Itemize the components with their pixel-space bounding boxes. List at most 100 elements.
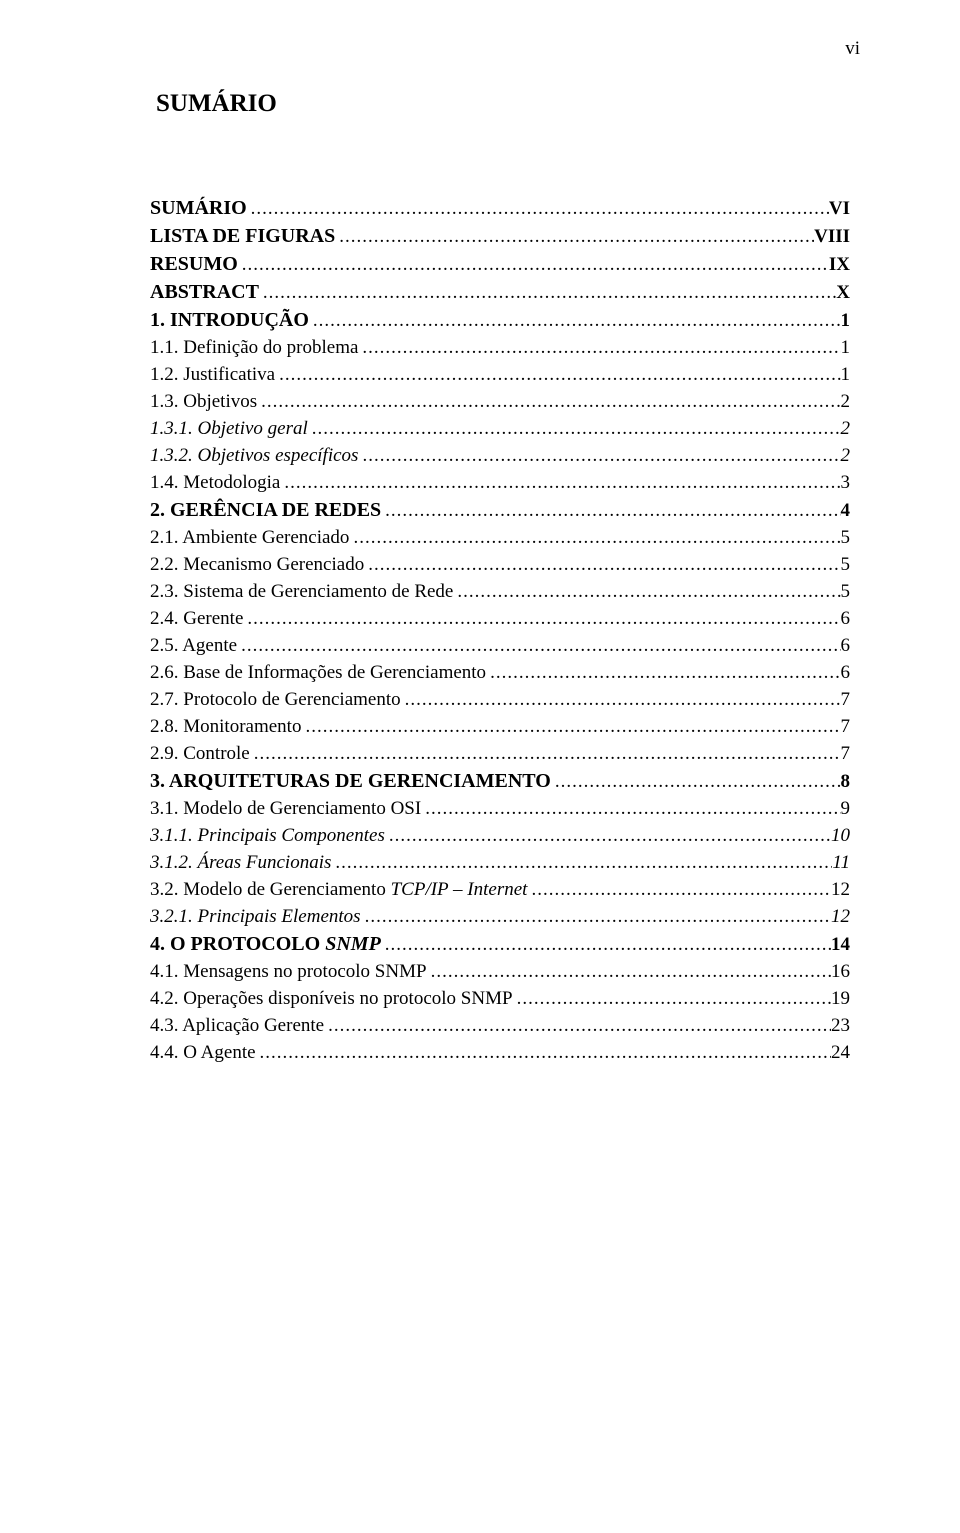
toc-entry-label: 2. GERÊNCIA DE REDES [150, 500, 381, 520]
toc-leader [243, 609, 840, 628]
toc-leader [308, 419, 841, 438]
toc-entry-label: 1.3.1. Objetivo geral [150, 419, 308, 438]
toc-entry: 2.1. Ambiente Gerenciado5 [150, 528, 850, 547]
toc-entry-label-prefix: 4. O PROTOCOLO [150, 933, 325, 955]
toc-entry-label: SUMÁRIO [150, 198, 247, 218]
toc-entry: 1.3. Objetivos 2 [150, 392, 850, 411]
toc-entry-label: 1.3. Objetivos [150, 392, 257, 411]
toc-entry-label: 3.2.1. Principais Elementos [150, 907, 361, 926]
toc-leader [486, 663, 840, 682]
toc-entry-page: 7 [841, 690, 851, 709]
page-number: vi [845, 38, 860, 60]
toc-entry: ABSTRACT X [150, 282, 850, 302]
toc-entry-label: 1.1. Definição do problema [150, 338, 358, 357]
toc-entry: 2.2. Mecanismo Gerenciado5 [150, 555, 850, 574]
toc-entry-page: X [836, 283, 850, 302]
toc-entry-label: 1. INTRODUÇÃO [150, 310, 309, 330]
toc-entry: 3.1.1. Principais Componentes 10 [150, 826, 850, 845]
toc-entry-page: 4 [841, 501, 851, 520]
toc-entry-label: 3.1.2. Áreas Funcionais [150, 853, 331, 872]
toc-entry-label: ABSTRACT [150, 282, 259, 302]
toc-entry-page: 5 [841, 555, 851, 574]
toc-entry-label: 3. ARQUITETURAS DE GERENCIAMENTO [150, 771, 551, 791]
toc-leader [358, 338, 840, 357]
toc-entry: 2.4. Gerente6 [150, 609, 850, 628]
toc-entry: 3.1. Modelo de Gerenciamento OSI 9 [150, 799, 850, 818]
toc-entry-label: 2.8. Monitoramento [150, 717, 301, 736]
toc-entry-page: 9 [841, 799, 851, 818]
page: vi SUMÁRIO SUMÁRIOVILISTA DE FIGURASVIII… [0, 0, 960, 1130]
toc-entry-label: 4.1. Mensagens no protocolo SNMP [150, 962, 427, 981]
toc-entry-page: 3 [841, 473, 851, 492]
toc-entry: 4.2. Operações disponíveis no protocolo … [150, 989, 850, 1008]
toc-leader [364, 555, 840, 574]
toc-entry: 3.1.2. Áreas Funcionais 11 [150, 853, 850, 872]
toc-entry-page: 2 [841, 392, 851, 411]
toc-entry: 4.1. Mensagens no protocolo SNMP 16 [150, 962, 850, 981]
toc-leader [237, 636, 840, 655]
toc-entry: 2. GERÊNCIA DE REDES 4 [150, 500, 850, 520]
toc-leader [275, 365, 840, 384]
toc-entry-label-italic-run: SNMP [325, 933, 381, 955]
toc-entry-page: 11 [832, 853, 850, 872]
toc-entry-label: 3.2. Modelo de Gerenciamento TCP/IP – In… [150, 880, 527, 899]
toc-leader [250, 744, 841, 763]
toc-entry: 1.1. Definição do problema 1 [150, 338, 850, 357]
toc-entry: 2.8. Monitoramento 7 [150, 717, 850, 736]
toc-entry: 1.3.2. Objetivos específicos 2 [150, 446, 850, 465]
toc-entry-page: 6 [841, 609, 851, 628]
toc-entry-label: 1.3.2. Objetivos específicos [150, 446, 358, 465]
toc-entry-label: 2.7. Protocolo de Gerenciamento [150, 690, 401, 709]
toc-leader [309, 311, 841, 330]
toc-entry: RESUMOIX [150, 254, 850, 274]
toc-leader [361, 907, 831, 926]
toc-entry-label: LISTA DE FIGURAS [150, 226, 335, 246]
toc-entry-label: 3.1.1. Principais Componentes [150, 826, 385, 845]
toc-entry: 2.7. Protocolo de Gerenciamento 7 [150, 690, 850, 709]
toc-entry-label-italic-run: TCP/IP – Internet [391, 879, 528, 900]
toc-entry-page: 1 [841, 311, 851, 330]
toc-leader [301, 717, 840, 736]
toc-entry-page: 1 [841, 338, 851, 357]
toc-entry-page: 6 [841, 636, 851, 655]
toc-entry-label: 1.2. Justificativa [150, 365, 275, 384]
toc-entry-label: 1.4. Metodologia [150, 473, 280, 492]
toc-entry-page: 12 [831, 880, 850, 899]
toc-entry-page: 5 [841, 582, 851, 601]
toc-entry-page: 7 [841, 717, 851, 736]
toc-entry-page: 5 [841, 528, 851, 547]
toc-leader [335, 227, 814, 246]
toc-leader [324, 1016, 831, 1035]
toc-entry-page: 24 [831, 1043, 850, 1062]
toc-entry-page: 2 [841, 446, 851, 465]
toc-leader [453, 582, 840, 601]
toc-entry: 1.4. Metodologia 3 [150, 473, 850, 492]
toc-entry-page: 14 [831, 935, 850, 954]
toc-entry: 1.3.1. Objetivo geral2 [150, 419, 850, 438]
toc-entry-label: 2.9. Controle [150, 744, 250, 763]
toc-leader [381, 935, 831, 954]
toc-leader [358, 446, 840, 465]
toc-entry: 4.4. O Agente24 [150, 1043, 850, 1062]
toc-entry: 2.9. Controle7 [150, 744, 850, 763]
toc-leader [259, 283, 836, 302]
toc-entry-label: 2.5. Agente [150, 636, 237, 655]
toc-entry-page: 8 [841, 772, 851, 791]
toc-entry-page: 16 [831, 962, 850, 981]
toc-entry: 1. INTRODUÇÃO 1 [150, 310, 850, 330]
toc-entry: 2.6. Base de Informações de Gerenciament… [150, 663, 850, 682]
toc-entry: 4.3. Aplicação Gerente23 [150, 1016, 850, 1035]
toc-leader [349, 528, 840, 547]
toc-leader [427, 962, 831, 981]
toc-entry-label: 3.1. Modelo de Gerenciamento OSI [150, 799, 421, 818]
toc-leader [238, 255, 829, 274]
toc-entry-page: 1 [841, 365, 851, 384]
toc-entry-page: VIII [814, 227, 850, 246]
toc-entry: 2.5. Agente 6 [150, 636, 850, 655]
toc-leader [280, 473, 840, 492]
toc-entry-page: 10 [831, 826, 850, 845]
toc-leader [401, 690, 841, 709]
toc-leader [551, 772, 841, 791]
toc-leader [385, 826, 831, 845]
toc-entry-page: 6 [841, 663, 851, 682]
